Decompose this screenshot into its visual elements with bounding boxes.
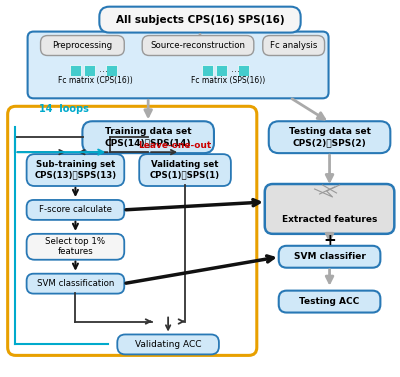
Text: Source-reconstruction: Source-reconstruction [150,41,246,50]
Text: Training data set
CPS(14)、SPS(14): Training data set CPS(14)、SPS(14) [105,127,192,147]
FancyBboxPatch shape [202,65,214,76]
Text: SVM classifier: SVM classifier [294,252,366,261]
Text: Select top 1%
features: Select top 1% features [45,237,106,256]
Text: All subjects CPS(16) SPS(16): All subjects CPS(16) SPS(16) [116,15,284,25]
Text: Leave-one-out: Leave-one-out [138,141,212,150]
Text: Sub-training set
CPS(13)、SPS(13): Sub-training set CPS(13)、SPS(13) [34,160,116,180]
Text: +: + [323,233,336,248]
FancyBboxPatch shape [279,246,380,268]
Text: Preprocessing: Preprocessing [52,41,112,50]
Text: ...: ... [231,64,240,74]
FancyBboxPatch shape [216,65,228,76]
Text: Extracted features: Extracted features [282,215,377,224]
FancyBboxPatch shape [40,35,124,55]
Text: Validating ACC: Validating ACC [135,340,201,349]
FancyBboxPatch shape [27,274,124,294]
FancyBboxPatch shape [27,234,124,260]
Text: 14  loops: 14 loops [38,104,88,114]
FancyBboxPatch shape [139,154,231,186]
FancyBboxPatch shape [142,35,254,55]
FancyBboxPatch shape [106,65,117,76]
Text: Fc matrix (CPS(16)): Fc matrix (CPS(16)) [58,76,133,85]
Text: Fc analysis: Fc analysis [270,41,317,50]
FancyBboxPatch shape [84,65,95,76]
FancyBboxPatch shape [279,291,380,313]
FancyBboxPatch shape [265,184,394,234]
FancyBboxPatch shape [269,121,390,153]
FancyBboxPatch shape [263,35,324,55]
FancyBboxPatch shape [27,154,124,186]
Text: Fc matrix (SPS(16)): Fc matrix (SPS(16)) [191,76,265,85]
FancyBboxPatch shape [117,334,219,354]
Text: Testing ACC: Testing ACC [300,297,360,306]
FancyBboxPatch shape [238,65,249,76]
FancyBboxPatch shape [28,32,328,98]
Text: F-score calculate: F-score calculate [39,205,112,215]
Text: Validating set
CPS(1)、SPS(1): Validating set CPS(1)、SPS(1) [150,160,220,180]
Text: SVM classification: SVM classification [37,279,114,288]
FancyBboxPatch shape [27,200,124,220]
Text: Testing data set
CPS(2)、SPS(2): Testing data set CPS(2)、SPS(2) [288,127,370,147]
FancyBboxPatch shape [99,7,301,32]
FancyBboxPatch shape [82,121,214,153]
FancyBboxPatch shape [70,65,81,76]
Text: ...: ... [99,64,108,74]
